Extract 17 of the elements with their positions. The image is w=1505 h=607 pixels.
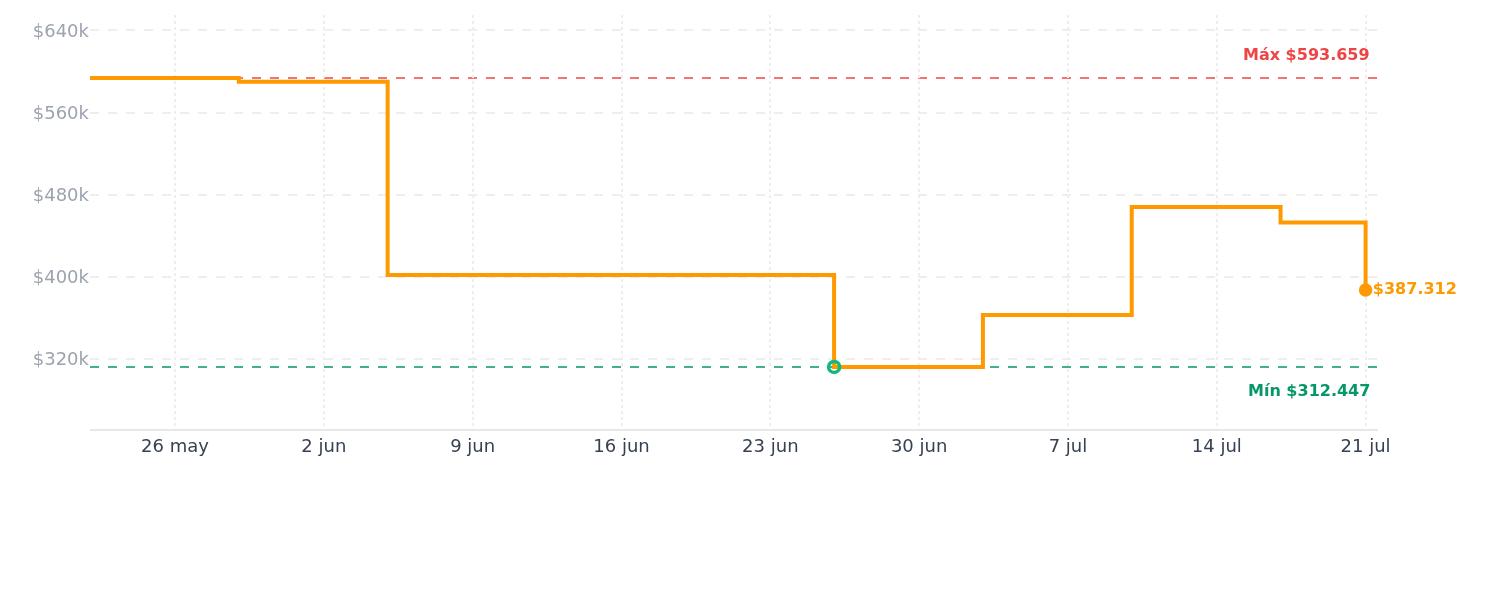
y-tick-label: $400k (32, 266, 90, 288)
ref-line-label: Máx $593.659 (1243, 45, 1370, 64)
x-tick-label: 26 may (141, 435, 210, 457)
y-tick-label: $320k (32, 348, 90, 370)
x-tick-label: 2 jun (301, 435, 347, 457)
y-tick-label: $640k (32, 19, 90, 41)
x-tick-label: 16 jun (593, 435, 650, 457)
x-tick-label: 30 jun (890, 435, 948, 457)
y-tick-label: $560k (32, 101, 90, 123)
x-tick-label: 21 jul (1340, 435, 1391, 457)
y-tick-label: $480k (32, 184, 90, 206)
x-tick-label: 9 jun (450, 435, 496, 457)
x-tick-label: 23 jun (742, 435, 799, 457)
data-label: $387.312 (1372, 278, 1457, 298)
ref-line-label: Mín $312.447 (1248, 381, 1371, 400)
x-tick-label: 7 jul (1048, 435, 1088, 457)
x-tick-label: 14 jul (1191, 435, 1242, 457)
